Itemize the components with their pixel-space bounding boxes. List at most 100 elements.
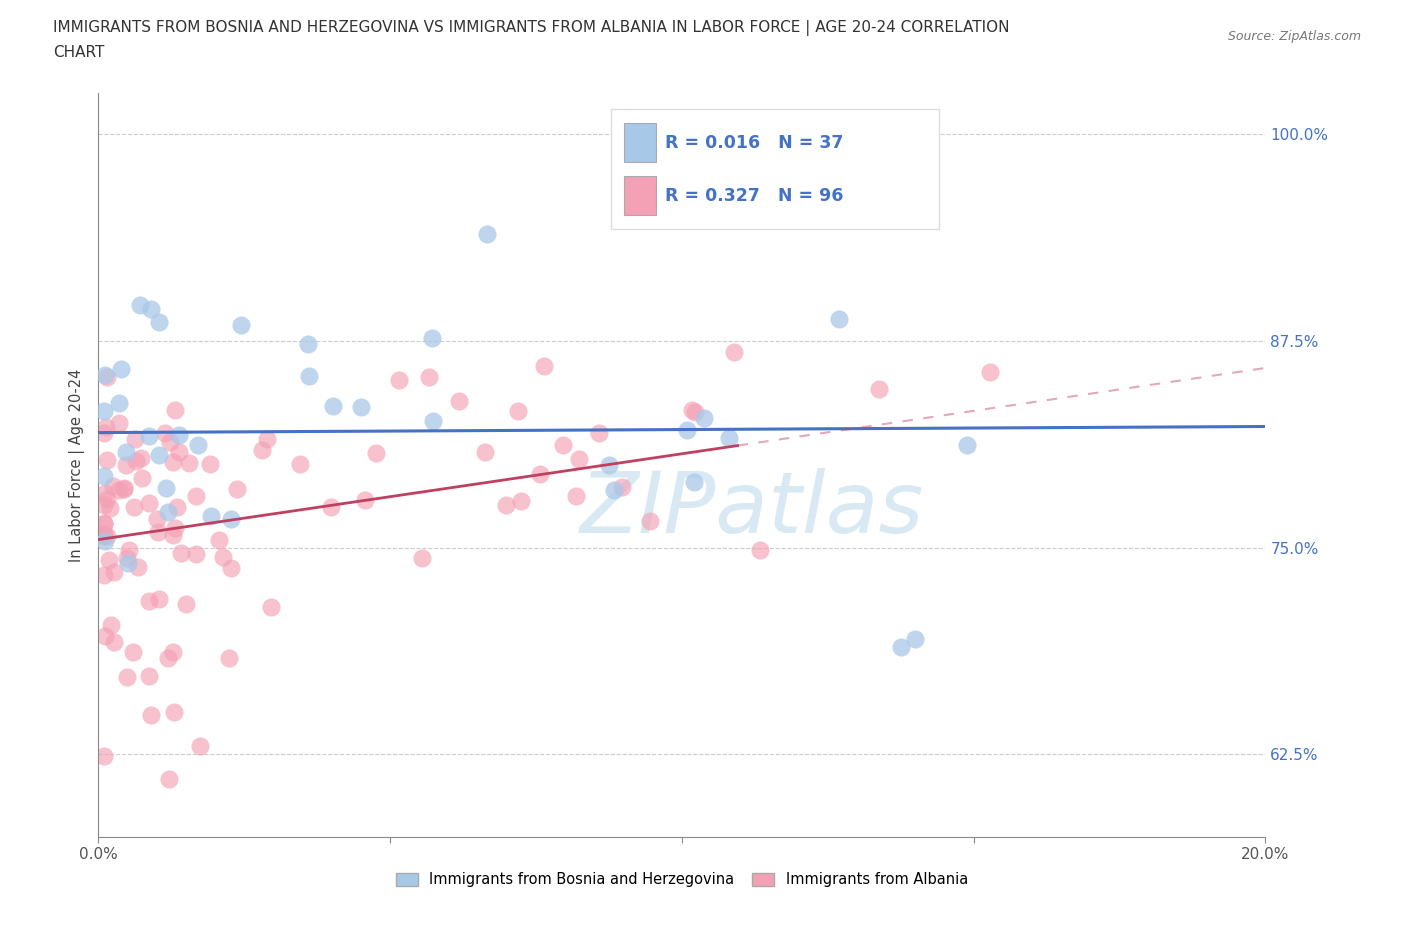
Point [418, 370, 440, 385]
Point [93, 469, 115, 484]
Point [131, 471, 153, 485]
Point [956, 438, 979, 453]
Point [723, 345, 745, 360]
Point [297, 337, 319, 352]
Point [93, 749, 115, 764]
Point [229, 317, 252, 332]
Text: IMMIGRANTS FROM BOSNIA AND HERZEGOVINA VS IMMIGRANTS FROM ALBANIA IN LABOR FORCE: IMMIGRANTS FROM BOSNIA AND HERZEGOVINA V… [53, 20, 1010, 36]
Point [93, 517, 115, 532]
Point [124, 432, 146, 446]
Point [115, 670, 138, 684]
Point [638, 513, 661, 528]
Point [139, 301, 162, 316]
Point [93, 498, 115, 512]
Point [93, 527, 115, 542]
Point [477, 226, 499, 241]
Point [94, 485, 117, 500]
Point [565, 488, 588, 503]
Point [904, 631, 927, 646]
Point [93, 516, 115, 531]
Point [533, 359, 555, 374]
Point [749, 542, 772, 557]
Point [93, 404, 115, 418]
Point [322, 398, 344, 413]
Point [321, 499, 343, 514]
Point [447, 394, 470, 409]
Point [159, 434, 181, 449]
Point [165, 520, 187, 535]
Point [495, 498, 517, 512]
Point [146, 512, 169, 526]
Point [139, 708, 162, 723]
Point [114, 445, 136, 459]
Point [474, 445, 496, 459]
Point [184, 546, 207, 561]
Point [138, 593, 160, 608]
Point [122, 644, 145, 659]
Text: ZIPatlas: ZIPatlas [579, 468, 924, 551]
Point [868, 381, 890, 396]
Point [683, 405, 706, 419]
Y-axis label: In Labor Force | Age 20-24: In Labor Force | Age 20-24 [69, 368, 84, 562]
Point [166, 499, 188, 514]
Point [260, 600, 283, 615]
Point [114, 458, 136, 472]
Point [890, 640, 912, 655]
Point [94, 629, 117, 644]
Point [93, 425, 115, 440]
Point [93, 568, 115, 583]
Point [148, 447, 170, 462]
Point [167, 445, 190, 459]
Point [94, 534, 117, 549]
Point [218, 650, 240, 665]
Point [693, 410, 716, 425]
Point [508, 404, 530, 418]
Point [108, 395, 131, 410]
Point [117, 551, 139, 565]
Point [100, 618, 122, 633]
Point [683, 475, 706, 490]
Point [110, 361, 132, 376]
Point [96, 453, 118, 468]
Point [155, 481, 177, 496]
Point [717, 431, 740, 445]
Point [568, 452, 591, 467]
Point [188, 738, 211, 753]
Point [162, 644, 184, 659]
Point [157, 772, 180, 787]
Point [138, 669, 160, 684]
Point [212, 550, 235, 565]
Point [364, 445, 387, 460]
Point [170, 546, 193, 561]
Point [108, 483, 131, 498]
Point [979, 365, 1001, 379]
Point [156, 504, 179, 519]
Point [298, 368, 321, 383]
Point [551, 437, 574, 452]
Point [117, 555, 139, 570]
Point [598, 458, 620, 472]
Point [97, 552, 120, 567]
Point [350, 400, 373, 415]
Point [96, 491, 118, 506]
Point [675, 423, 697, 438]
Point [122, 499, 145, 514]
Point [94, 367, 117, 382]
Point [252, 443, 274, 458]
Point [828, 312, 851, 326]
Point [108, 416, 131, 431]
Legend: Immigrants from Bosnia and Herzegovina, Immigrants from Albania: Immigrants from Bosnia and Herzegovina, … [389, 866, 974, 893]
Point [610, 479, 633, 494]
Point [129, 450, 152, 465]
Point [165, 402, 187, 417]
Point [353, 492, 375, 507]
Point [529, 467, 551, 482]
Point [162, 527, 184, 542]
Point [226, 482, 249, 497]
Point [208, 533, 231, 548]
Point [117, 543, 139, 558]
Point [148, 314, 170, 329]
Point [103, 635, 125, 650]
Point [422, 330, 444, 345]
Point [127, 560, 149, 575]
